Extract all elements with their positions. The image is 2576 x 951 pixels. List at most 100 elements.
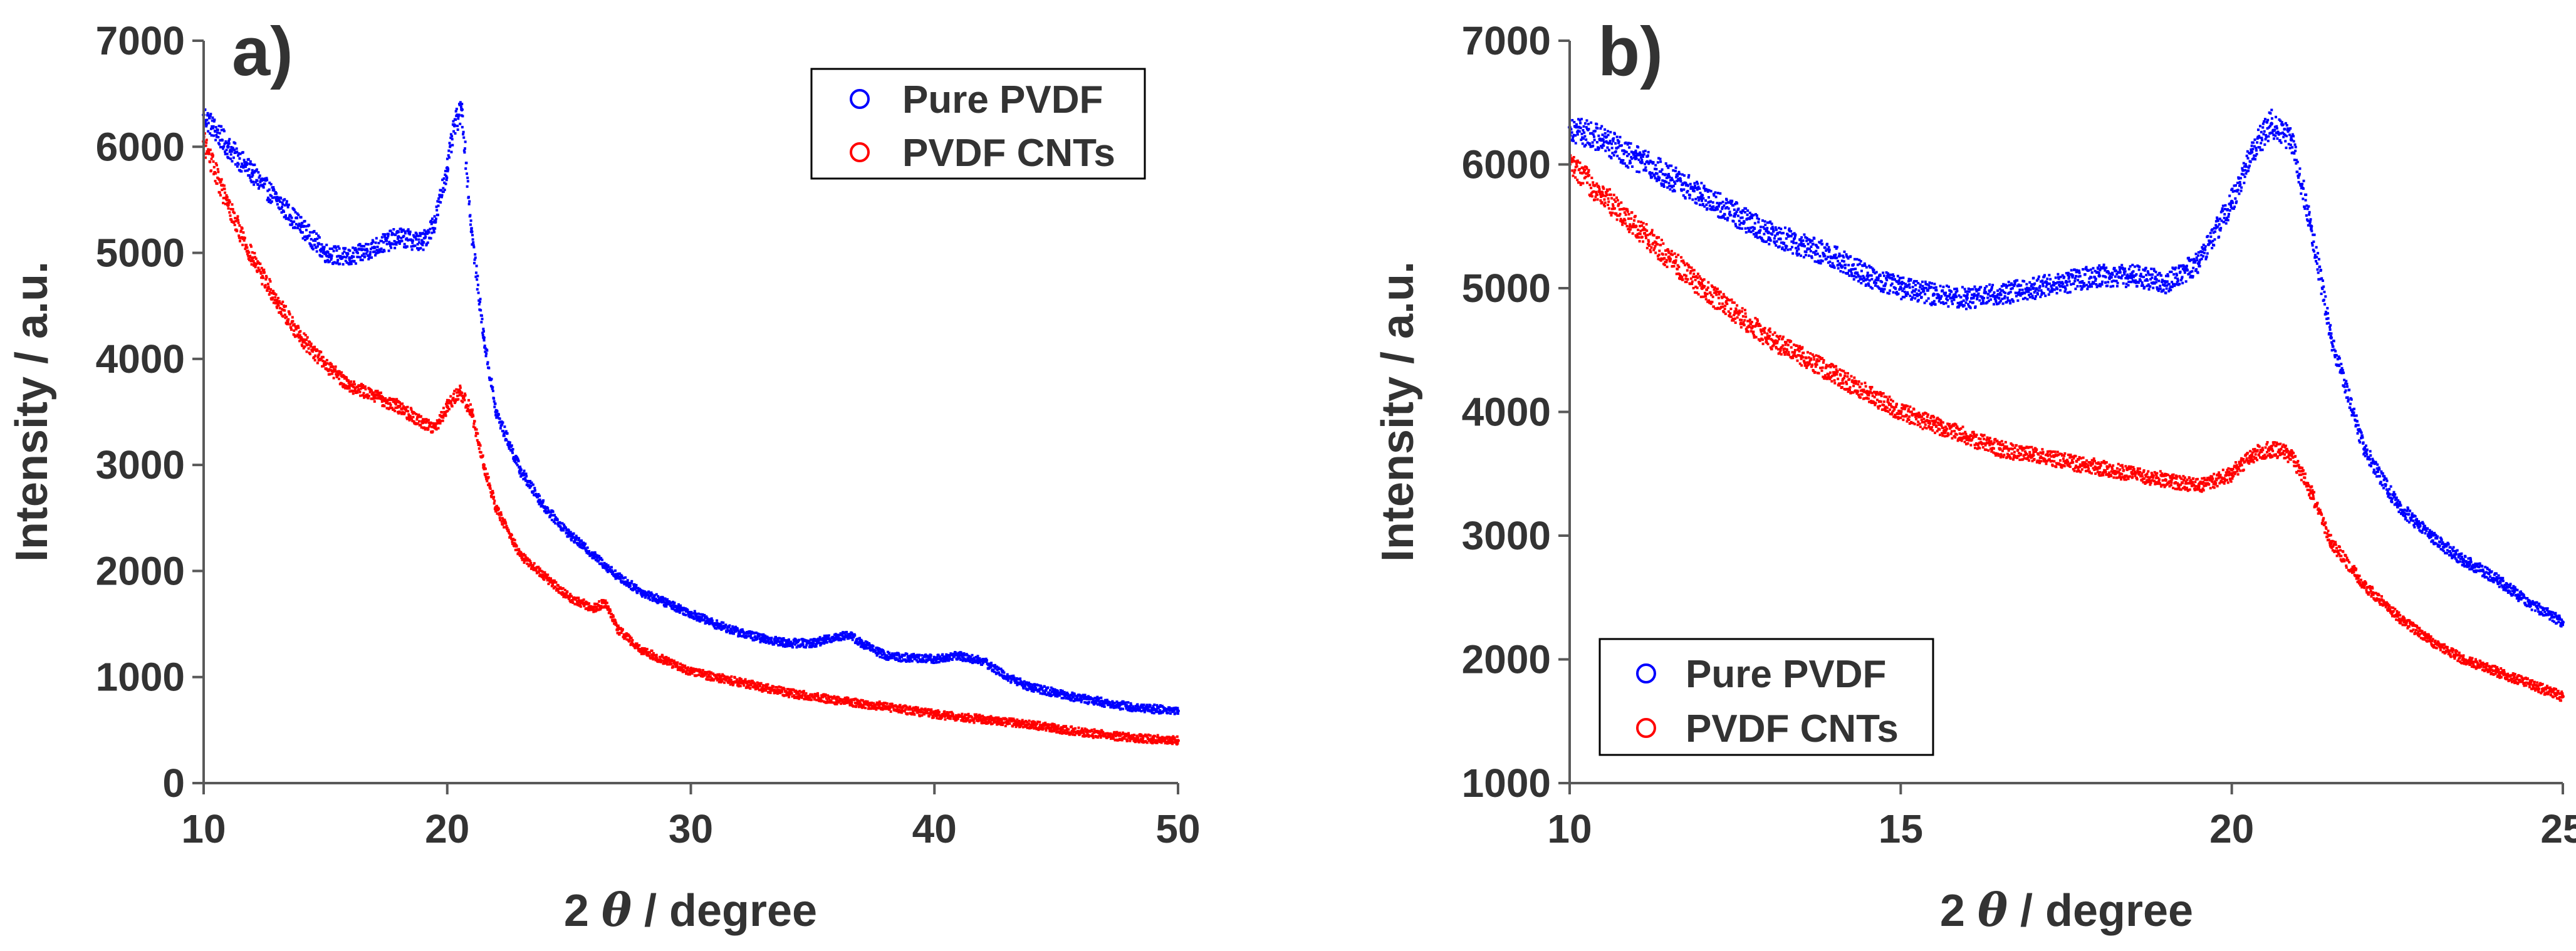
data-point-noise <box>354 386 357 389</box>
data-point-noise <box>747 683 750 687</box>
data-point-noise <box>383 405 386 408</box>
data-point-noise <box>205 141 208 144</box>
data-point-noise <box>736 678 739 681</box>
data-point-noise <box>299 330 302 333</box>
data-point-noise <box>508 531 511 534</box>
data-point-noise <box>950 710 953 714</box>
data-point-noise <box>1019 721 1022 724</box>
data-point-noise <box>715 627 718 630</box>
data-point-noise <box>570 595 573 598</box>
data-point-noise <box>277 296 280 299</box>
data-point-noise <box>409 231 412 234</box>
data-point-noise <box>863 703 867 706</box>
data-point-noise <box>289 215 292 218</box>
data-point-noise <box>719 623 722 626</box>
data-point-noise <box>653 594 656 597</box>
data-point-noise <box>456 394 459 397</box>
data-point-noise <box>1060 697 1063 700</box>
data-point-noise <box>1065 727 1068 730</box>
data-point-noise <box>449 136 452 139</box>
data-point-noise <box>756 684 759 687</box>
data-point-noise <box>568 596 571 600</box>
data-point-noise <box>997 716 1000 719</box>
data-point-noise <box>762 640 765 643</box>
data-point-noise <box>769 691 772 694</box>
data-point-noise <box>855 640 858 643</box>
data-point-noise <box>866 700 869 703</box>
data-point-noise <box>786 688 790 691</box>
data-point-noise <box>1065 725 1068 728</box>
data-point-noise <box>988 662 991 665</box>
data-point-noise <box>686 667 689 670</box>
data-point-noise <box>329 253 332 256</box>
data-point-noise <box>788 691 791 694</box>
data-point-noise <box>330 254 333 257</box>
data-point-noise <box>612 615 615 618</box>
data-point-noise <box>212 134 216 137</box>
data-point-noise <box>401 411 404 414</box>
data-point-noise <box>934 712 937 715</box>
data-point-noise <box>781 637 784 640</box>
data-point-noise <box>689 667 692 670</box>
data-point-noise <box>979 715 983 718</box>
data-point-noise <box>556 584 560 587</box>
data-point-noise <box>919 714 922 717</box>
data-point-noise <box>1021 681 1025 684</box>
data-point-noise <box>796 641 800 644</box>
data-point-noise <box>328 368 331 371</box>
data-point-noise <box>474 256 477 259</box>
data-point-noise <box>961 715 964 718</box>
data-point-noise <box>970 715 973 719</box>
data-point-noise <box>947 659 951 662</box>
data-point-noise <box>879 652 882 655</box>
data-point-noise <box>638 644 641 647</box>
data-point-noise <box>857 702 860 705</box>
data-point-noise <box>330 256 333 259</box>
data-point-noise <box>424 427 427 430</box>
data-point-noise <box>514 548 517 551</box>
data-point-noise <box>741 628 744 631</box>
data-point-noise <box>878 651 881 654</box>
data-point-noise <box>1006 719 1009 722</box>
data-point-noise <box>785 641 788 644</box>
data-point-noise <box>471 413 474 416</box>
data-point-noise <box>962 653 966 657</box>
data-point-noise <box>617 626 620 629</box>
data-point-noise <box>279 311 283 314</box>
data-point-noise <box>637 647 640 650</box>
data-point-noise <box>605 563 608 566</box>
data-point-noise <box>1000 673 1003 677</box>
data-point-noise <box>750 682 753 685</box>
data-point-noise <box>764 639 767 642</box>
data-point-noise <box>958 653 961 657</box>
data-point-noise <box>987 719 990 722</box>
data-point-noise <box>280 211 283 214</box>
data-point-noise <box>1006 677 1009 680</box>
data-point-noise <box>387 249 390 252</box>
data-point-noise <box>228 211 231 214</box>
data-point-noise <box>763 684 766 687</box>
data-point-noise <box>209 132 212 135</box>
data-point-noise <box>430 425 434 429</box>
data-point-noise <box>795 689 798 692</box>
data-point-noise <box>999 723 1003 726</box>
data-point-noise <box>606 570 609 573</box>
data-point-noise <box>436 200 439 203</box>
data-point-noise <box>1135 709 1138 712</box>
data-point-noise <box>482 467 486 470</box>
data-point-noise <box>400 239 404 242</box>
data-point-noise <box>221 184 224 187</box>
data-point-noise <box>297 326 300 330</box>
data-point-noise <box>1060 726 1063 729</box>
data-point-noise <box>287 203 290 206</box>
data-point-noise <box>264 284 267 287</box>
data-point <box>482 336 486 340</box>
data-point-noise <box>445 175 448 178</box>
data-point-noise <box>936 656 939 659</box>
data-point-noise <box>336 259 340 262</box>
data-point-noise <box>627 633 630 637</box>
data-point-noise <box>258 174 261 177</box>
data-point-noise <box>973 657 976 660</box>
data-point-noise <box>237 163 240 166</box>
data-point-noise <box>600 557 603 560</box>
